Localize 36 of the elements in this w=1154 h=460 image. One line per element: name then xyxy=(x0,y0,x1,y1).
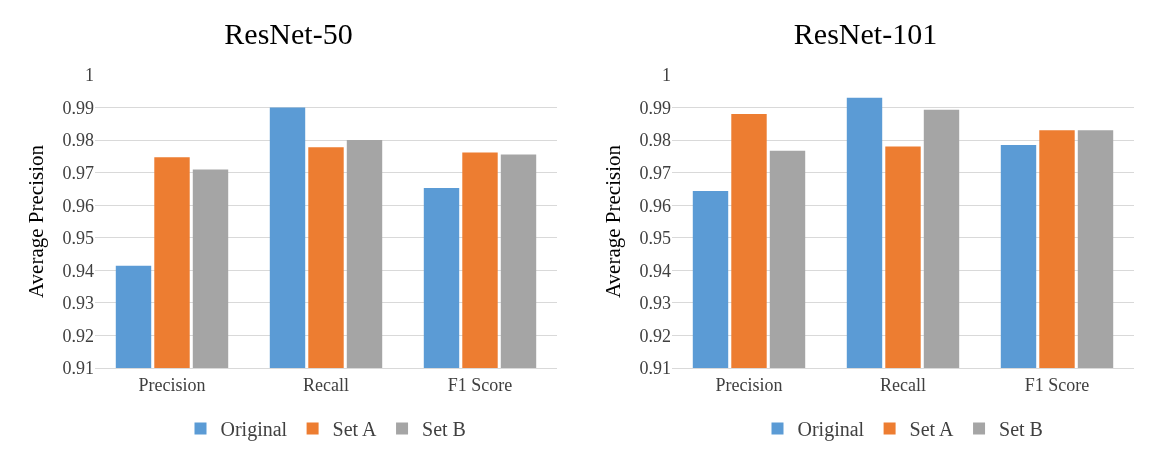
y-tick-label: 0.93 xyxy=(639,293,671,314)
y-tick-label: 0.95 xyxy=(62,228,94,249)
y-tick-label: 0.99 xyxy=(639,97,671,118)
y-tick-label: 0.94 xyxy=(639,260,671,281)
x-tick-label: F1 Score xyxy=(1024,374,1090,395)
legend-label: Original xyxy=(797,418,865,442)
legend-label: Set A xyxy=(909,418,955,441)
x-tick-label: Precision xyxy=(715,374,783,395)
chart-title: ResNet-101 xyxy=(793,17,938,50)
y-tick-label: 0.92 xyxy=(639,325,671,346)
legend-label: Set A xyxy=(332,418,378,441)
y-tick-label: 1 xyxy=(662,65,671,86)
y-tick-label: 0.99 xyxy=(62,97,94,118)
chart-title: ResNet-50 xyxy=(224,17,353,50)
y-tick-label: 0.94 xyxy=(62,260,94,281)
legend-label: Set B xyxy=(999,418,1043,441)
x-tick-label: Recall xyxy=(880,374,926,395)
legend-label: Set B xyxy=(422,418,466,441)
x-tick-label: F1 Score xyxy=(447,374,513,395)
y-tick-label: 0.91 xyxy=(639,358,671,379)
y-tick-label: 0.93 xyxy=(62,293,94,314)
y-tick-label: 1 xyxy=(85,65,94,86)
y-tick-label: 0.91 xyxy=(62,358,94,379)
y-tick-label: 0.96 xyxy=(639,195,671,216)
y-tick-label: 0.96 xyxy=(62,195,94,216)
x-tick-label: Precision xyxy=(138,374,206,395)
y-tick-label: 0.95 xyxy=(639,228,671,249)
y-tick-label: 0.97 xyxy=(62,162,94,183)
y-tick-label: 0.98 xyxy=(62,130,94,151)
y-tick-label: 0.98 xyxy=(639,130,671,151)
y-axis-title: Average Precision xyxy=(601,144,625,298)
legend-label: Original xyxy=(220,418,288,442)
y-tick-label: 0.97 xyxy=(639,162,671,183)
x-tick-label: Recall xyxy=(303,374,349,395)
y-tick-label: 0.92 xyxy=(62,325,94,346)
y-axis-title: Average Precision xyxy=(24,144,48,298)
